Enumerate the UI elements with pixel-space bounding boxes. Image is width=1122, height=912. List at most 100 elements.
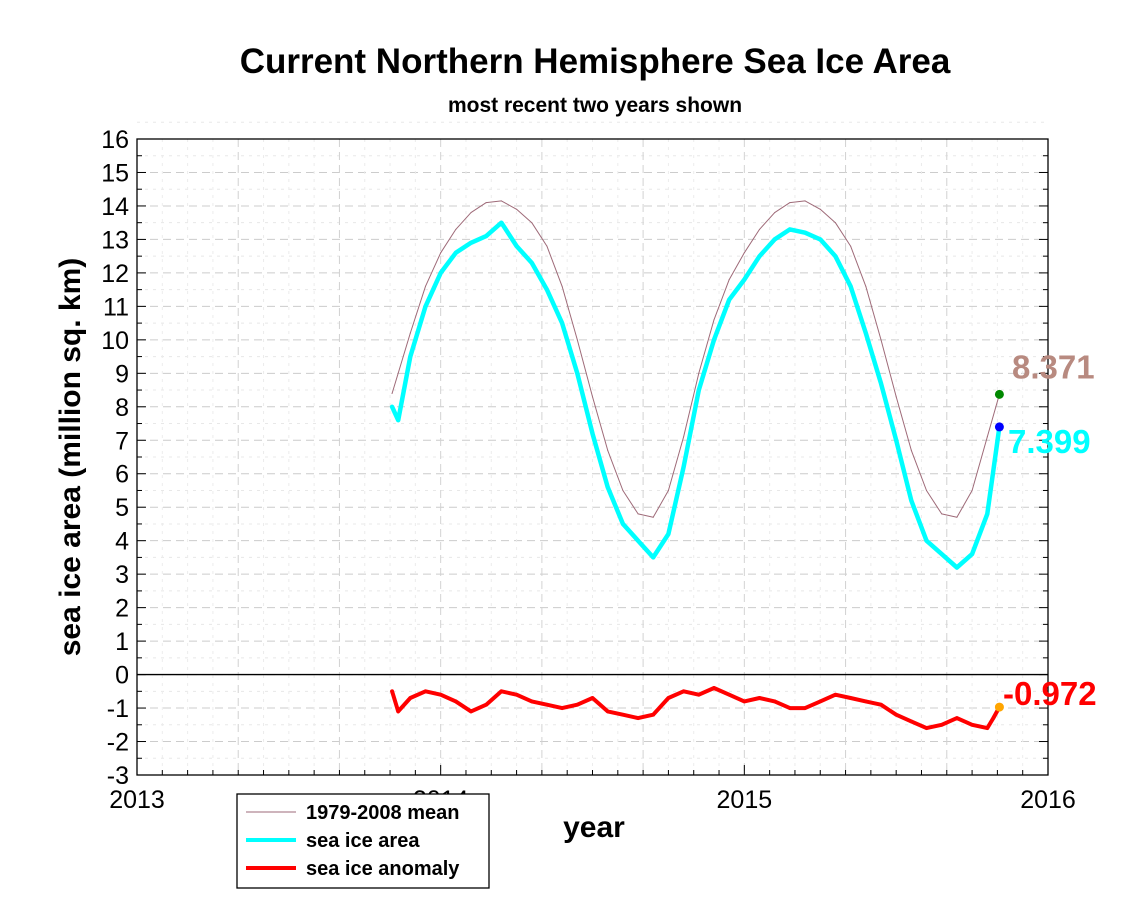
data-point — [712, 338, 716, 342]
data-point — [592, 396, 593, 398]
data-point — [864, 331, 868, 335]
data-point — [666, 532, 671, 536]
data-point — [575, 371, 580, 376]
data-point — [605, 485, 610, 489]
data-point — [759, 228, 761, 230]
data-point — [955, 565, 959, 570]
data-point — [651, 555, 656, 560]
data-point — [713, 319, 715, 321]
x-tick-label: 2016 — [1020, 786, 1076, 814]
y-tick-label: 13 — [101, 226, 129, 254]
y-tick-label: 4 — [115, 528, 129, 556]
chart-subtitle: most recent two years shown — [448, 94, 742, 117]
data-point — [772, 237, 777, 242]
y-tick-label: 5 — [115, 494, 129, 522]
data-point — [636, 716, 640, 720]
data-point — [531, 222, 533, 224]
data-point — [590, 431, 595, 436]
data-point — [971, 489, 973, 491]
data-point — [454, 251, 458, 255]
x-axis: 2013201420152016 — [109, 765, 1076, 814]
value-label-area: 7.399 — [1008, 423, 1091, 460]
data-point — [788, 227, 792, 232]
legend-label-area: sea ice area — [306, 830, 420, 852]
data-point — [607, 449, 609, 451]
data-point — [681, 689, 686, 694]
data-point — [818, 237, 823, 242]
data-point — [788, 706, 792, 710]
data-point — [529, 261, 534, 265]
data-point — [390, 689, 394, 694]
data-point — [848, 696, 853, 700]
data-point — [833, 692, 838, 697]
data-point — [880, 339, 882, 341]
data-point — [454, 699, 458, 704]
data-point — [924, 538, 929, 543]
data-point — [696, 388, 701, 392]
data-point — [408, 696, 413, 700]
y-tick-label: 14 — [101, 193, 129, 221]
data-point — [390, 404, 394, 409]
data-point — [605, 709, 610, 714]
series-mean-line — [391, 200, 1000, 518]
value-label-mean: 8.371 — [1012, 348, 1095, 385]
data-point — [438, 692, 443, 697]
data-point — [774, 212, 776, 214]
legend-label-mean: 1979-2008 mean — [306, 802, 459, 824]
data-point — [545, 702, 549, 707]
data-point — [727, 297, 731, 302]
data-point — [955, 716, 959, 720]
data-point — [396, 418, 400, 422]
data-point — [683, 436, 685, 438]
x-tick-label: 2013 — [109, 786, 165, 814]
data-point — [970, 722, 974, 727]
data-point — [970, 552, 974, 556]
data-point — [909, 498, 914, 503]
data-point — [636, 538, 640, 543]
data-point — [681, 465, 686, 469]
data-point — [956, 516, 958, 518]
data-point — [757, 696, 762, 700]
y-tick-label: 16 — [101, 126, 129, 154]
data-point — [939, 552, 944, 556]
data-point — [742, 699, 747, 704]
endpoint-marker-mean — [994, 389, 1004, 399]
legend: 1979-2008 mean sea ice area sea ice anom… — [236, 793, 490, 889]
y-tick-label: 0 — [115, 662, 129, 690]
data-point — [409, 332, 411, 334]
y-tick-label: 6 — [115, 461, 129, 489]
data-point — [909, 719, 914, 724]
data-point — [514, 244, 519, 248]
chart-title: Current Northern Hemisphere Sea Ice Area — [240, 42, 951, 81]
data-point — [772, 699, 777, 704]
x-axis-label: year — [563, 811, 625, 844]
y-tick-label: 12 — [101, 260, 129, 288]
data-point — [743, 252, 745, 254]
data-point — [499, 220, 504, 225]
data-point — [834, 222, 836, 224]
y-tick-label: 3 — [115, 561, 129, 589]
data-point — [819, 208, 821, 210]
data-point — [514, 692, 519, 697]
x-tick-label: 2015 — [717, 786, 773, 814]
data-point — [408, 354, 413, 359]
endpoint-marker-area — [994, 422, 1004, 432]
data-point — [651, 712, 656, 717]
y-tick-label: 9 — [115, 360, 129, 388]
y-tick-label: -3 — [107, 762, 129, 790]
data-point — [561, 285, 563, 287]
data-point — [546, 245, 548, 247]
data-point — [833, 254, 838, 258]
data-point — [728, 279, 730, 281]
data-point — [590, 696, 595, 700]
data-point — [621, 522, 625, 526]
data-point — [865, 285, 867, 287]
data-point — [991, 716, 996, 720]
y-axis-label: sea ice area (million sq. km) — [54, 258, 87, 657]
data-point — [803, 706, 807, 710]
y-tick-label: 1 — [115, 628, 129, 656]
data-point — [516, 208, 518, 210]
data-point — [438, 271, 443, 275]
legend-label-anomaly: sea ice anomaly — [306, 858, 460, 880]
